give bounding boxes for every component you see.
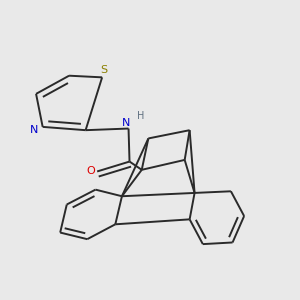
Text: N: N	[30, 124, 39, 134]
Text: H: H	[137, 111, 145, 121]
Text: S: S	[100, 65, 107, 75]
Text: N: N	[122, 118, 130, 128]
Text: O: O	[86, 167, 95, 176]
